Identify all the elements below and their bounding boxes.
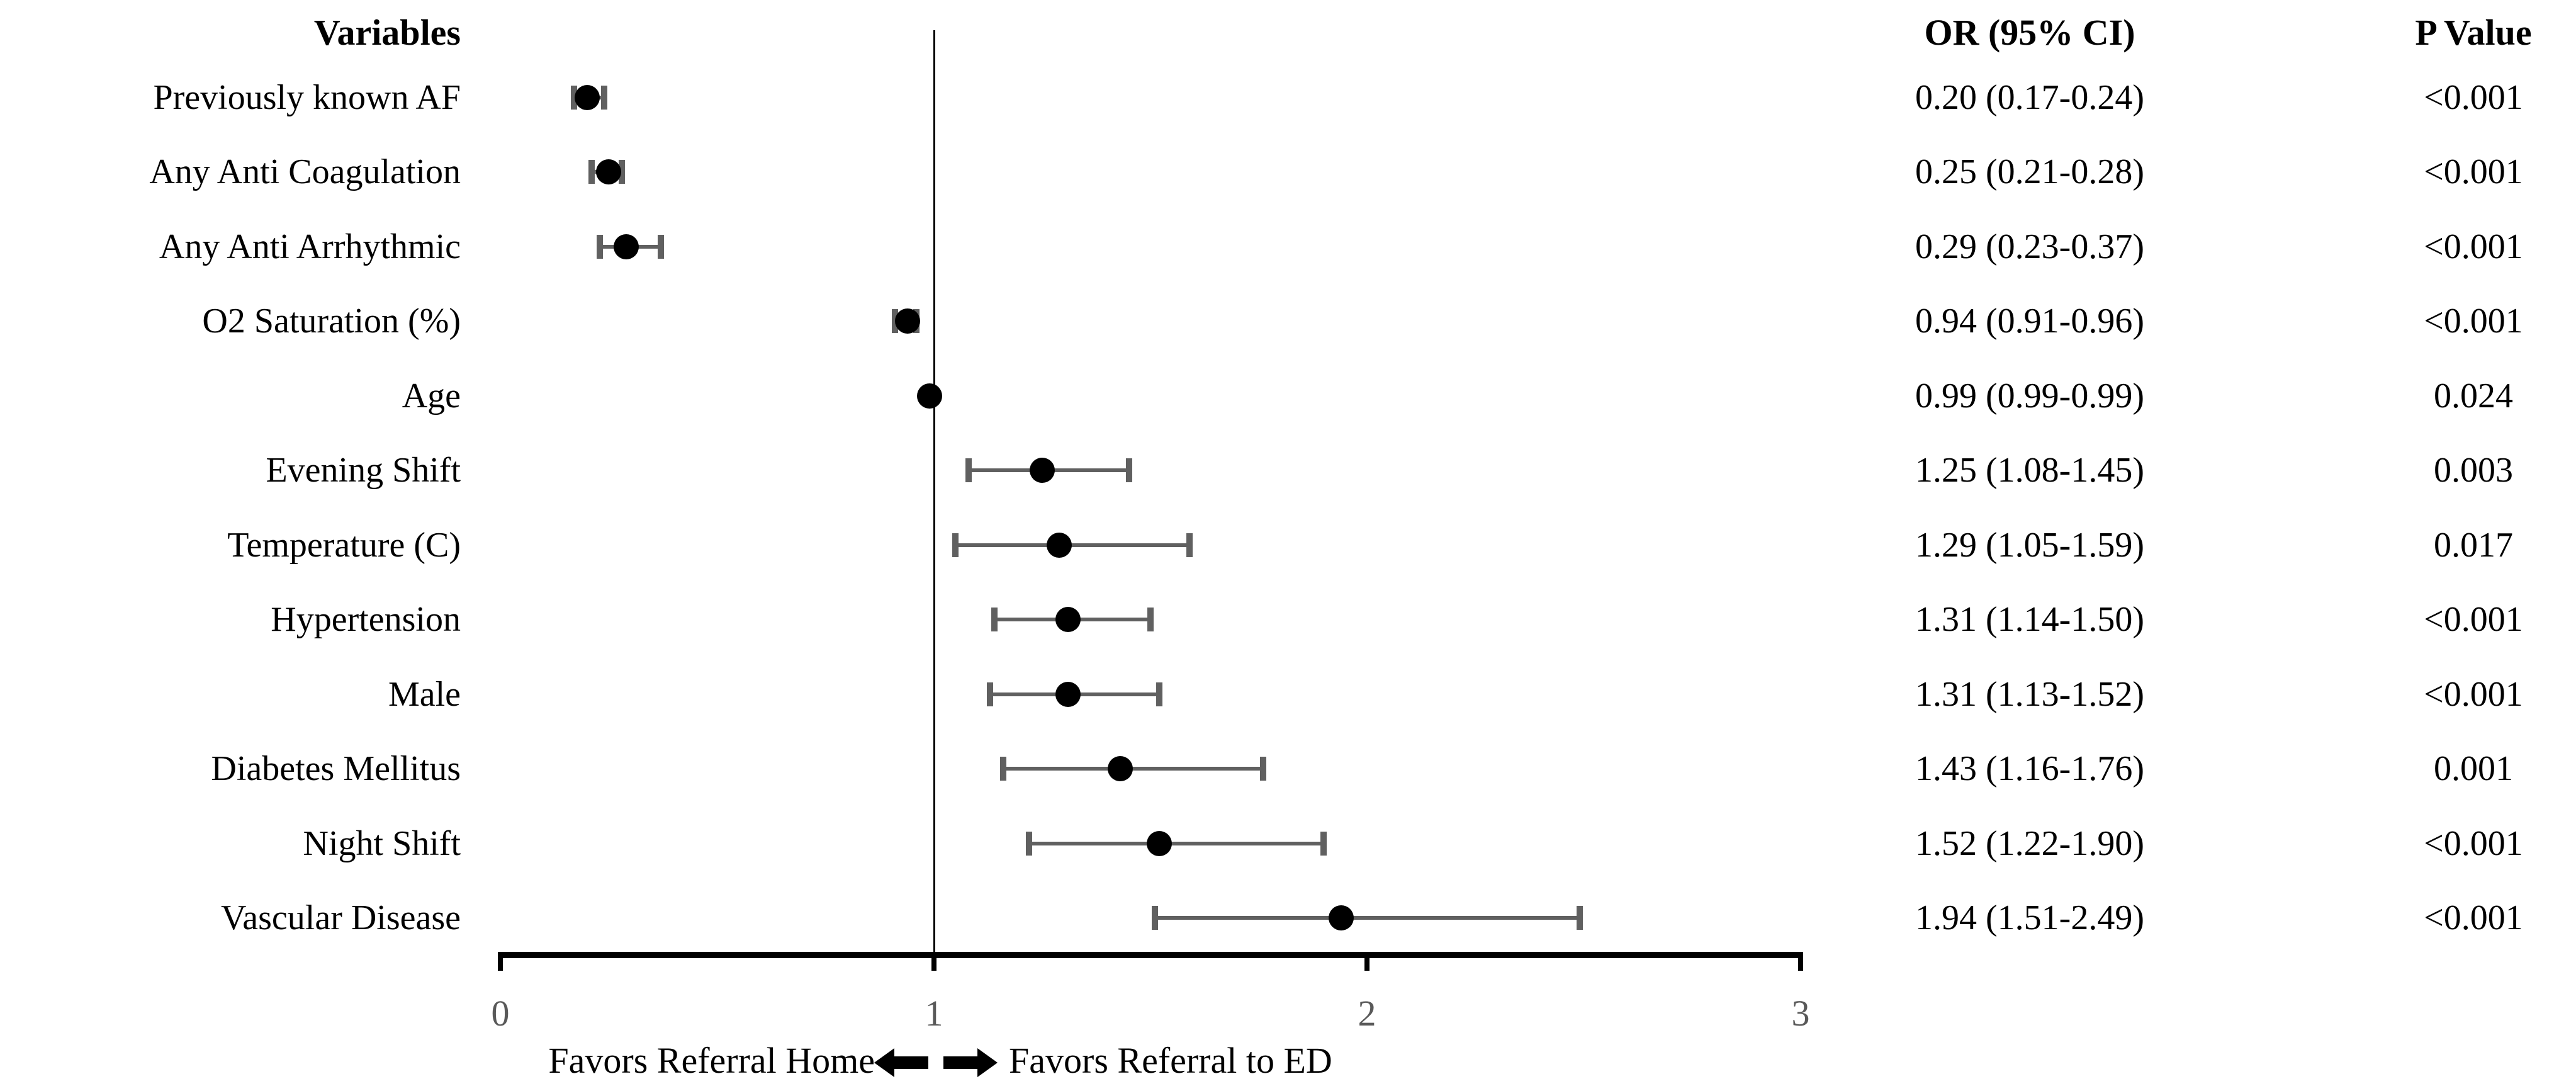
ci-upper-cap [1126,458,1132,482]
variable-label: Vascular Disease [221,898,461,937]
or-point-marker [1108,756,1133,781]
or-point-marker [614,234,639,259]
x-axis-tick [1364,952,1370,971]
ci-lower-cap [952,533,959,557]
or-ci-value: 0.25 (0.21-0.28) [1915,152,2144,191]
or-ci-value: 0.20 (0.17-0.24) [1915,78,2144,117]
x-axis-tick-label: 3 [1791,993,1810,1034]
variable-label: Any Anti Coagulation [149,152,461,191]
x-axis-line [498,952,1803,958]
variable-label: Diabetes Mellitus [211,749,461,788]
or-point-marker [1047,533,1072,558]
or-point-marker [1030,458,1055,483]
ci-lower-cap [597,235,603,259]
ci-upper-cap [1147,608,1154,631]
variable-label: Age [402,376,461,415]
or-ci-value: 0.99 (0.99-0.99) [1915,376,2144,415]
or-ci-value: 0.29 (0.23-0.37) [1915,227,2144,266]
p-value: 0.024 [2434,376,2513,415]
ci-upper-cap [1156,682,1162,706]
ci-upper-cap [1186,533,1193,557]
or-point-marker [1329,905,1354,930]
p-value: <0.001 [2424,302,2523,341]
p-value: 0.003 [2434,451,2513,490]
ci-upper-cap [1577,906,1583,930]
variable-label: Evening Shift [266,451,461,490]
ci-lower-cap [1152,906,1158,930]
ci-lower-cap [571,86,577,110]
p-value: 0.017 [2434,526,2513,565]
favors-ed-label: Favors Referral to ED [1009,1040,1332,1081]
or-point-marker [1055,607,1081,632]
ci-upper-cap [658,235,664,259]
ci-whisker-line [1029,842,1324,845]
favors-home-label: Favors Referral Home [548,1040,875,1081]
or-ci-value: 0.94 (0.91-0.96) [1915,302,2144,341]
variable-label: Hypertension [271,600,461,639]
x-axis-tick [931,952,936,971]
or-ci-value: 1.52 (1.22-1.90) [1915,824,2144,863]
ci-lower-cap [965,458,972,482]
ci-lower-cap [1026,832,1032,856]
variable-label: Night Shift [303,824,461,863]
or-ci-value: 1.29 (1.05-1.59) [1915,526,2144,565]
variable-label: Any Anti Arrhythmic [159,227,461,266]
variable-label: O2 Saturation (%) [202,302,461,341]
ci-lower-cap [1000,757,1006,781]
p-value: <0.001 [2424,152,2523,191]
or-ci-value: 1.94 (1.51-2.49) [1915,898,2144,937]
or-point-marker [895,308,920,334]
or-ci-value: 1.31 (1.13-1.52) [1915,675,2144,714]
ci-whisker-line [1003,767,1263,771]
or-point-marker [1147,831,1172,856]
p-value: <0.001 [2424,675,2523,714]
x-axis-tick-label: 0 [491,993,510,1034]
p-value: <0.001 [2424,898,2523,937]
p-value: <0.001 [2424,824,2523,863]
or-point-marker [1055,682,1081,707]
or-point-marker [596,159,621,184]
ci-whisker-line [955,543,1190,547]
left-block-arrow-icon [874,1048,928,1077]
x-axis-tick [1798,952,1803,971]
direction-arrows [874,1048,998,1077]
p-value: <0.001 [2424,227,2523,266]
variable-label: Male [388,675,461,714]
variable-label: Previously known AF [153,78,461,117]
or-ci-value: 1.31 (1.14-1.50) [1915,600,2144,639]
p-value: <0.001 [2424,600,2523,639]
ci-upper-cap [1260,757,1266,781]
or-point-marker [575,85,600,110]
x-axis-tick-label: 2 [1358,993,1376,1034]
column-header-or-ci: OR (95% CI) [1924,12,2135,53]
or-point-marker [917,383,942,409]
x-axis-tick [498,952,503,971]
ci-upper-cap [619,160,625,184]
variable-label: Temperature (C) [227,526,461,565]
p-value: <0.001 [2424,78,2523,117]
column-header-p-value: P Value [2415,12,2532,53]
reference-line-or-1 [933,30,935,958]
ci-upper-cap [601,86,607,110]
ci-lower-cap [588,160,595,184]
or-ci-value: 1.25 (1.08-1.45) [1915,451,2144,490]
ci-lower-cap [987,682,993,706]
ci-whisker-line [1155,916,1580,920]
ci-lower-cap [991,608,998,631]
or-ci-value: 1.43 (1.16-1.76) [1915,749,2144,788]
column-header-variables: Variables [313,12,461,53]
x-axis-tick-label: 1 [925,993,943,1034]
right-block-arrow-icon [943,1048,998,1077]
ci-upper-cap [1320,832,1327,856]
p-value: 0.001 [2434,749,2513,788]
